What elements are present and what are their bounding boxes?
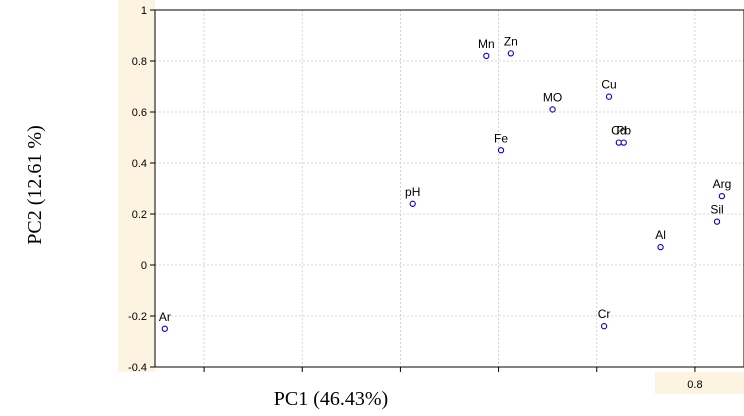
data-point	[409, 200, 416, 207]
x-axis: 0.8	[203, 367, 703, 391]
y-tick-label: 0.4	[132, 158, 147, 170]
y-tick-label: -0.4	[128, 362, 147, 374]
grid	[155, 10, 744, 367]
data-point	[605, 93, 613, 100]
point-label: Arg	[713, 177, 732, 191]
y-tick-label: 0.6	[132, 107, 147, 119]
point-label: Pb	[616, 124, 631, 138]
point-label: Sil	[710, 203, 723, 217]
data-point	[549, 106, 556, 113]
point-label: pH	[405, 185, 420, 199]
x-axis-band	[655, 372, 744, 394]
point-label: Fe	[494, 131, 508, 145]
y-axis-band	[118, 0, 155, 372]
point-label: Al	[655, 228, 666, 242]
point-label: Mn	[478, 37, 495, 51]
y-tick-label: -0.2	[128, 311, 147, 323]
data-point	[507, 50, 515, 57]
x-axis-title: PC1 (46.43%)	[274, 388, 388, 410]
data-point	[497, 147, 505, 154]
point-label: Cr	[598, 307, 611, 321]
x-tick-label: 0.8	[687, 379, 702, 391]
data-point	[161, 325, 168, 332]
data-point	[600, 323, 608, 330]
y-tick-label: 1	[141, 5, 147, 17]
data-point	[657, 243, 664, 251]
y-tick-label: 0.8	[132, 56, 147, 68]
y-axis: -0.4 -0.2 0 0.2 0.4 0.6 0.8 1	[128, 5, 155, 374]
y-tick-label: 0.2	[132, 209, 147, 221]
data-point	[718, 192, 726, 200]
data-point	[713, 218, 721, 225]
plot-frame	[154, 9, 744, 368]
point-label: MO	[543, 90, 562, 104]
point-label: Cu	[601, 78, 616, 92]
point-label: Cd	[611, 124, 626, 138]
y-tick-label: 0	[141, 260, 147, 272]
point-label: Ar	[159, 310, 171, 324]
data-point	[483, 52, 490, 60]
y-axis-title: PC2 (12.61 %)	[24, 125, 46, 244]
data-point	[620, 139, 627, 146]
point-label: Zn	[504, 34, 518, 48]
